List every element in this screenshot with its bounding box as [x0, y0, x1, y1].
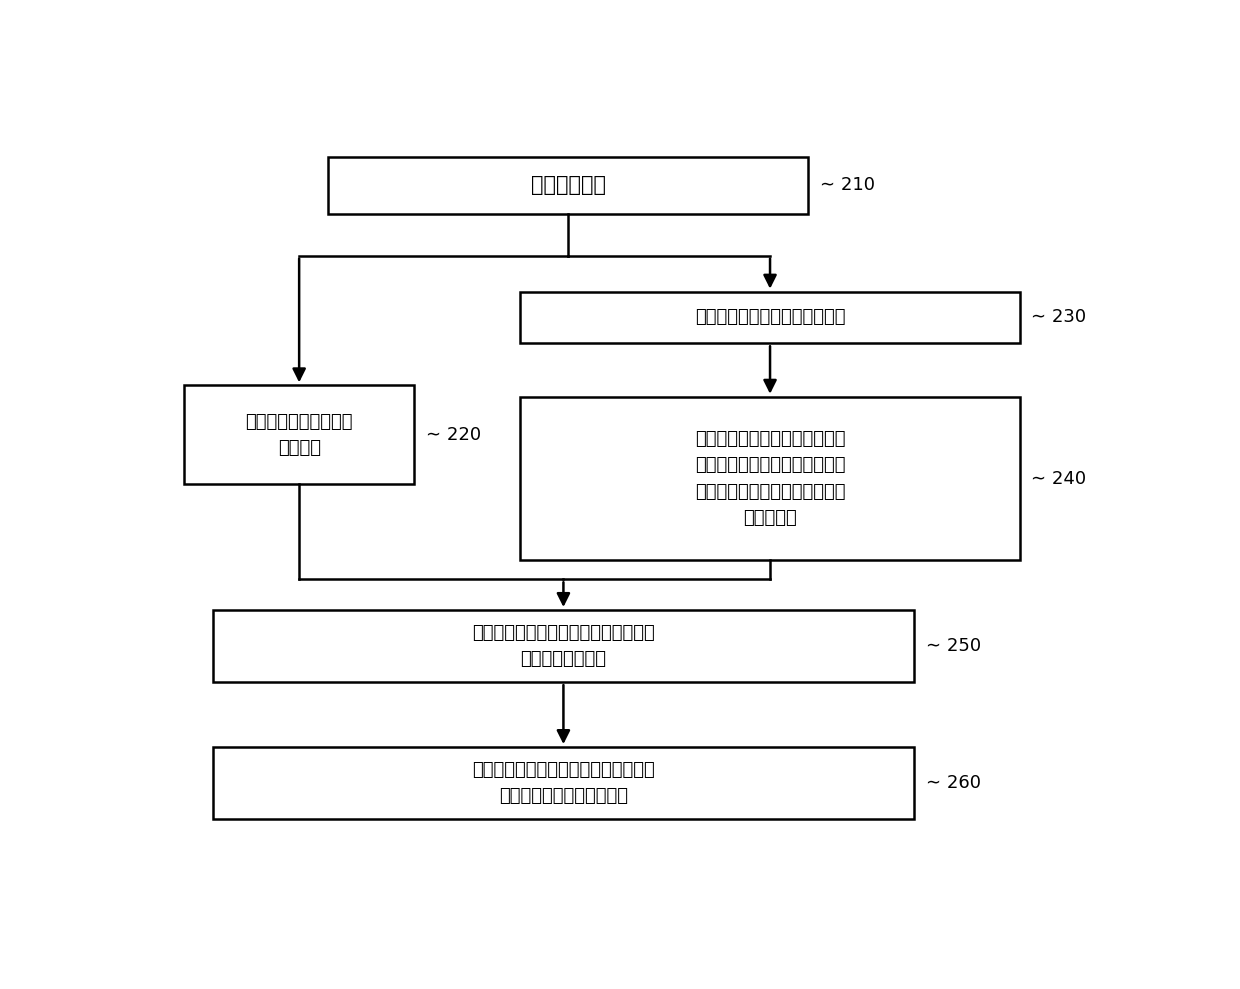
Text: 获取人脸图像: 获取人脸图像 [531, 175, 605, 195]
Bar [213, 747, 914, 819]
Bar [184, 385, 414, 485]
Text: ∼ 210: ∼ 210 [820, 176, 875, 194]
Text: 从滤波后的人脸图像中提取三维几何模
型对应的人脸表观: 从滤波后的人脸图像中提取三维几何模 型对应的人脸表观 [472, 624, 655, 669]
Text: 从人脸图像中提取人脸区域信息: 从人脸图像中提取人脸区域信息 [694, 309, 846, 326]
Text: ∼ 230: ∼ 230 [1032, 309, 1086, 326]
Text: ∼ 250: ∼ 250 [926, 637, 981, 655]
Bar [521, 397, 1021, 561]
Text: ∼ 240: ∼ 240 [1032, 470, 1086, 488]
Bar [327, 156, 808, 214]
Text: 根据人脸区域信息，通过人脸图
像中的第一像素对人脸图像中的
第二像素进行滤波，获得滤波后
的人脸图像: 根据人脸区域信息，通过人脸图 像中的第一像素对人脸图像中的 第二像素进行滤波，获… [694, 430, 846, 527]
Bar [521, 292, 1021, 343]
Text: 根据人脸图像构建三维
几何模型: 根据人脸图像构建三维 几何模型 [246, 412, 353, 457]
Bar [213, 610, 914, 682]
Text: ∼ 260: ∼ 260 [926, 774, 981, 792]
Text: ∼ 220: ∼ 220 [427, 425, 481, 444]
Text: 根据人脸表观以及三维几何模型构建人
脸图像对应的三维人脸模型: 根据人脸表观以及三维几何模型构建人 脸图像对应的三维人脸模型 [472, 761, 655, 805]
